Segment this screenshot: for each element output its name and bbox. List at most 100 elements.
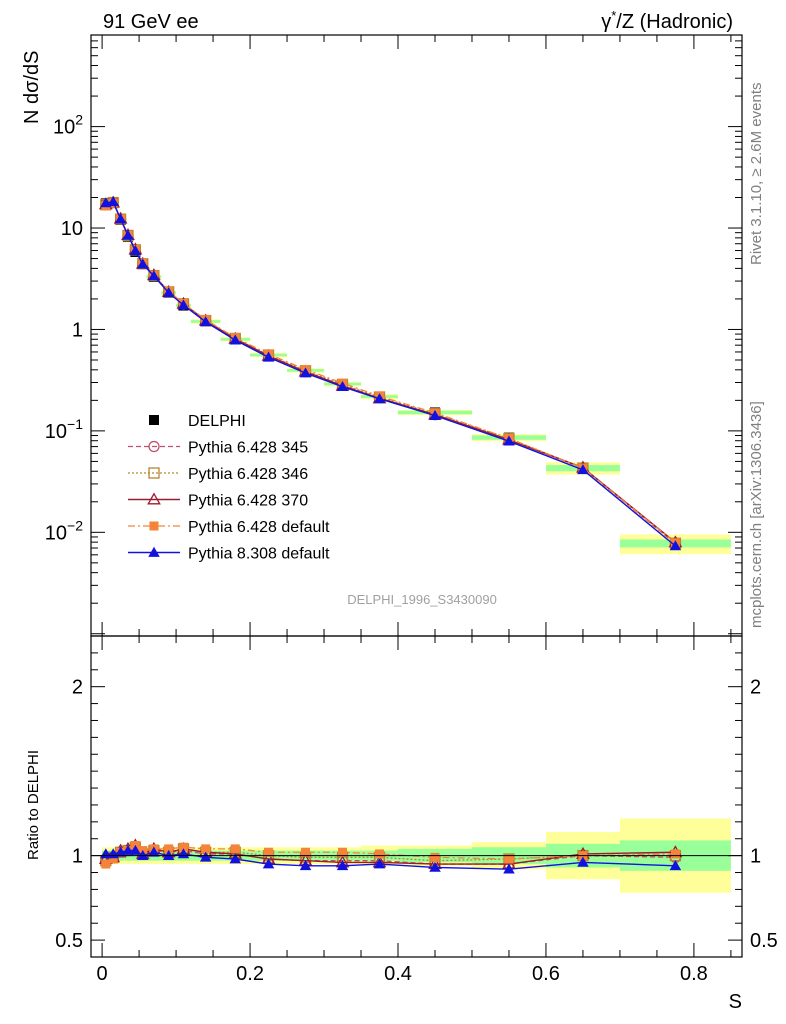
legend-item-pythia-8-308-default: Pythia 8.308 default [128, 546, 330, 563]
point-pythia-8-308-default [373, 393, 386, 404]
legend: DELPHI Pythia 6.428 345 Pythia 6.428 346 Py… [128, 413, 330, 563]
ratio-y-tick-label: 1 [72, 846, 83, 868]
legend-marker-pythia-6-428-370 [147, 492, 161, 505]
point-pythia-8-308-default [107, 195, 119, 207]
ratio-point-pythia-6-428-default [108, 854, 118, 864]
legend-marker-pythia-8-308-default [148, 546, 160, 557]
point-pythia-8-308-default [669, 540, 682, 551]
legend-label: Pythia 6.428 default [188, 519, 330, 536]
line-pythia-6-428-370 [105, 201, 676, 543]
ratio-point-pythia-8-308-default [137, 849, 149, 860]
legend-marker-pythia-6-428-345 [148, 440, 160, 453]
point-pythia-8-308-default [122, 229, 134, 240]
ratio-point-pythia-8-308-default [577, 856, 589, 867]
point-pythia-8-308-default [129, 244, 142, 256]
legend-marker-pythia-6-428-346 [148, 467, 160, 479]
legend-label: Pythia 6.428 346 [188, 466, 308, 483]
point-pythia-8-308-default [137, 258, 149, 269]
ratio-point-pythia-8-308-default [336, 860, 349, 871]
ratio-point-pythia-6-428-default [504, 854, 514, 864]
point-pythia-8-308-default [503, 435, 515, 446]
point-pythia-8-308-default [177, 299, 190, 310]
legend-marker-delphi [149, 415, 159, 425]
ratio-point-pythia-8-308-default [148, 846, 160, 857]
ratio-y-tick-label-right: 2 [750, 677, 761, 699]
ratio-point-pythia-8-308-default [162, 849, 175, 860]
main-y-axis-label: N dσ/dS [21, 51, 43, 125]
point-pythia-8-308-default [162, 287, 175, 298]
ratio-point-pythia-8-308-default [199, 851, 212, 862]
legend-label: Pythia 6.428 345 [188, 440, 308, 457]
ratio-y-tick-label: 2 [72, 677, 83, 699]
legend-label: Pythia 8.308 default [188, 546, 330, 563]
ratio-point-pythia-6-428-default [301, 847, 311, 857]
ratio-point-pythia-8-308-default [669, 860, 682, 871]
point-pythia-8-308-default [148, 270, 160, 281]
x-tick-label: 0.8 [680, 963, 708, 985]
point-pythia-8-308-default [114, 213, 127, 224]
ratio-point-pythia-8-308-default [129, 844, 142, 855]
ratio-point-pythia-6-428-default [230, 844, 240, 854]
legend-label: DELPHI [188, 413, 246, 430]
point-pythia-8-308-default [199, 316, 212, 327]
ratio-point-pythia-8-308-default [262, 858, 275, 869]
ratio-point-pythia-8-308-default [122, 844, 134, 855]
ratio-point-pythia-6-428-default [264, 847, 274, 857]
ratio-series-layer [91, 838, 742, 874]
mcplots-label: mcplots.cern.ch [arXiv:1306.3436] [748, 401, 765, 628]
point-pythia-8-308-default [299, 367, 312, 378]
ratio-point-pythia-8-308-default [229, 853, 242, 864]
rivet-label: Rivet 3.1.10, ≥ 2.6M events [748, 83, 765, 266]
ratio-y-axis-label: Ratio to DELPHI [25, 750, 42, 860]
point-pythia-8-308-default [429, 409, 441, 420]
x-tick-label: 0.4 [384, 963, 412, 985]
analysis-id: DELPHI_1996_S3430090 [347, 592, 497, 607]
process-title: γ*/Z (Hadronic) [601, 8, 733, 33]
point-pythia-8-308-default [336, 380, 349, 392]
axes-layer: 0 0.2 0.4 0.6 0.8 10−2 10−1 1 10 102 0.5 0.5 1 1 2 2 [45, 34, 778, 985]
process-title-star: * [611, 8, 616, 23]
ratio-point-pythia-6-428-default [201, 844, 211, 854]
y-tick-label: 1 [72, 319, 83, 341]
legend-item-delphi: DELPHI [149, 413, 246, 430]
x-tick-label: 0 [97, 963, 108, 985]
legend-label: Pythia 6.428 370 [188, 493, 308, 510]
process-title-gamma: γ [601, 11, 611, 33]
x-axis-label: S [729, 991, 742, 1013]
ratio-y-tick-label-right: 0.5 [750, 930, 778, 952]
y-tick-label: 10−2 [45, 517, 83, 544]
ratio-point-pythia-8-308-default [429, 861, 441, 872]
ratio-y-tick-label: 0.5 [55, 930, 83, 952]
y-tick-label: 102 [53, 112, 83, 139]
legend-item-pythia-6-428-default: Pythia 6.428 default [128, 519, 330, 536]
main-series-layer [98, 195, 683, 551]
legend-item-pythia-6-428-370: Pythia 6.428 370 [128, 492, 308, 510]
collision-title: 91 GeV ee [103, 11, 199, 33]
x-tick-label: 0.2 [236, 963, 264, 985]
legend-item-pythia-6-428-346: Pythia 6.428 346 [128, 466, 308, 483]
y-tick-label: 10−1 [45, 416, 83, 443]
ratio-point-pythia-8-308-default [299, 860, 312, 871]
ratio-point-pythia-8-308-default [503, 863, 515, 874]
point-pythia-8-308-default [577, 464, 589, 475]
ratio-y-tick-label-right: 1 [750, 846, 761, 868]
ratio-plot-frame [90, 635, 743, 958]
point-pythia-8-308-default [262, 351, 275, 362]
ratio-point-pythia-6-428-default [178, 842, 188, 852]
ratio-point-pythia-8-308-default [373, 858, 386, 869]
ratio-point-pythia-6-428-default [430, 852, 440, 862]
ratio-point-pythia-6-428-default [101, 859, 111, 869]
ratio-point-pythia-6-428-default [164, 844, 174, 854]
y-tick-label: 10 [61, 218, 83, 240]
legend-item-pythia-6-428-345: Pythia 6.428 345 [128, 440, 308, 457]
ratio-point-pythia-6-428-default [338, 847, 348, 857]
process-title-rest: /Z (Hadronic) [616, 11, 733, 33]
legend-marker-pythia-6-428-default [149, 521, 159, 531]
series-pythia-8-308-default [100, 195, 682, 551]
ratio-point-pythia-6-428-default [375, 849, 385, 859]
ratio-point-pythia-6-428-default [670, 849, 680, 859]
ratio-series-pythia-8-308-default [100, 844, 682, 874]
point-pythia-8-308-default [229, 334, 242, 345]
x-tick-label: 0.6 [532, 963, 560, 985]
